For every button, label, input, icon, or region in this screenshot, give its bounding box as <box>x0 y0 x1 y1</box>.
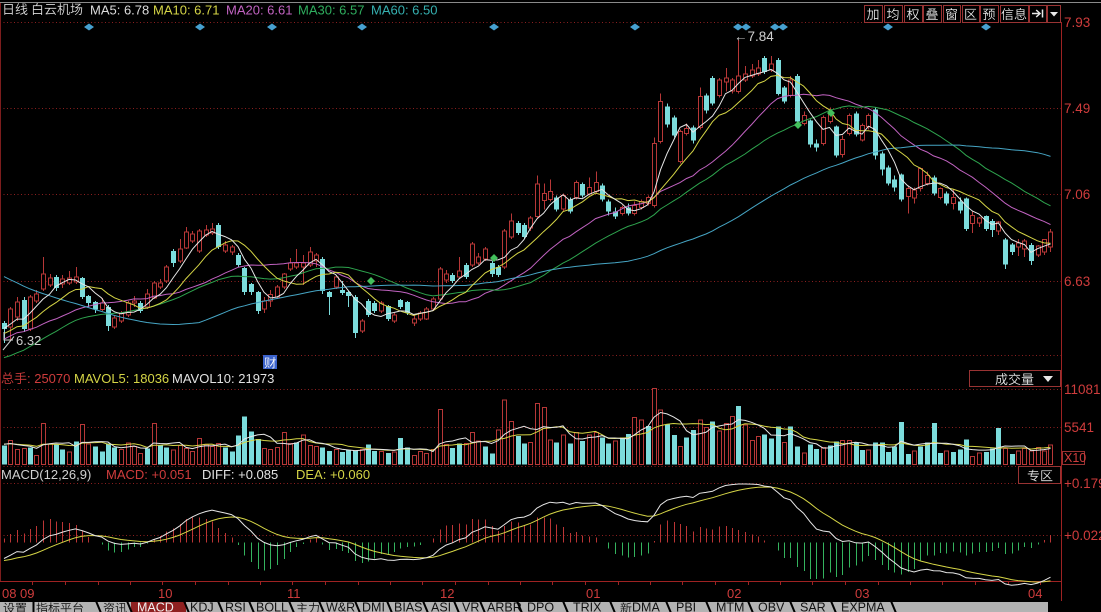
svg-text:MACD: +0.051: MACD: +0.051 <box>106 467 192 482</box>
svg-text:03: 03 <box>855 586 869 601</box>
svg-text:11081: 11081 <box>1064 382 1101 397</box>
svg-text:09: 09 <box>20 586 34 601</box>
svg-text:11: 11 <box>287 586 301 601</box>
svg-text:BIAS: BIAS <box>394 601 423 612</box>
svg-text:X10: X10 <box>1064 451 1086 465</box>
svg-text:DEA: +0.060: DEA: +0.060 <box>296 467 370 482</box>
svg-text:MA20: 6.61: MA20: 6.61 <box>226 3 293 18</box>
svg-text:VR: VR <box>462 601 479 612</box>
svg-text:MTM: MTM <box>716 601 744 612</box>
svg-text:←7.84: ←7.84 <box>734 29 774 44</box>
svg-text:ARBR: ARBR <box>487 601 522 612</box>
svg-text:PBI: PBI <box>676 601 696 612</box>
svg-text:7.49: 7.49 <box>1064 101 1090 116</box>
svg-text:EXPMA: EXPMA <box>841 601 885 612</box>
svg-text:KDJ: KDJ <box>190 601 214 612</box>
svg-text:MA5: 6.78: MA5: 6.78 <box>90 3 149 18</box>
svg-text:+0.022: +0.022 <box>1064 528 1101 543</box>
svg-text:6.32: 6.32 <box>16 333 41 348</box>
svg-text:+0.179: +0.179 <box>1064 476 1101 491</box>
svg-text:DMA: DMA <box>632 601 660 612</box>
svg-text:01: 01 <box>586 586 600 601</box>
svg-text:MACD: MACD <box>137 601 174 612</box>
svg-text:OBV: OBV <box>758 601 785 612</box>
svg-text:MA10: 6.71: MA10: 6.71 <box>153 3 220 18</box>
svg-text:DIFF: +0.085: DIFF: +0.085 <box>202 467 278 482</box>
svg-text:MA60: 6.50: MA60: 6.50 <box>371 3 438 18</box>
svg-text:BOLL: BOLL <box>256 601 288 612</box>
svg-text:08: 08 <box>2 586 16 601</box>
svg-text:MAVOL10: 21973: MAVOL10: 21973 <box>172 371 274 386</box>
svg-text:7.93: 7.93 <box>1064 15 1090 30</box>
svg-text:MAVOL5: 18036: MAVOL5: 18036 <box>74 371 169 386</box>
svg-text:MA30: 6.57: MA30: 6.57 <box>298 3 365 18</box>
svg-text:: 25070: : 25070 <box>27 371 70 386</box>
svg-text:12: 12 <box>440 586 454 601</box>
svg-text:RSI: RSI <box>225 601 246 612</box>
svg-text:ASI: ASI <box>431 601 451 612</box>
svg-text:TRIX: TRIX <box>573 601 602 612</box>
svg-text:5541: 5541 <box>1064 420 1094 435</box>
svg-text:7.06: 7.06 <box>1064 187 1090 202</box>
svg-text:02: 02 <box>727 586 741 601</box>
svg-text:MACD(12,26,9): MACD(12,26,9) <box>1 467 91 482</box>
svg-text:DPO: DPO <box>527 601 554 612</box>
svg-text:SAR: SAR <box>800 601 826 612</box>
svg-text:DMI: DMI <box>362 601 385 612</box>
svg-text:10: 10 <box>158 586 172 601</box>
svg-text:W&R: W&R <box>326 601 355 612</box>
svg-text:04: 04 <box>1028 586 1042 601</box>
svg-text:6.63: 6.63 <box>1064 274 1090 289</box>
